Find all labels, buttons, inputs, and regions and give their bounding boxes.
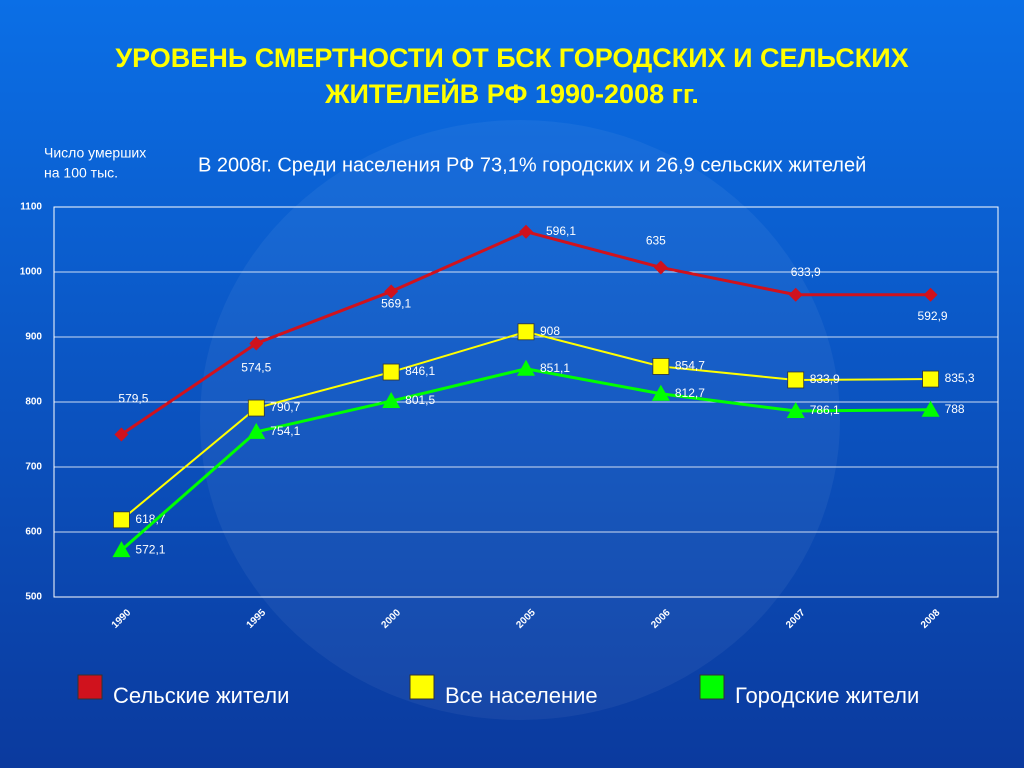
data-label: 851,1: [540, 361, 570, 375]
data-label: 835,3: [945, 371, 975, 385]
marker: [517, 359, 535, 376]
legend-label: Городские жители: [735, 683, 919, 708]
y-tick-label: 1000: [20, 267, 43, 278]
data-label: 754,1: [270, 424, 300, 438]
marker: [653, 260, 668, 275]
y-tick-label: 500: [25, 592, 42, 603]
y-axis-label: на 100 тыс.: [44, 165, 118, 181]
chart-title: ЖИТЕЛЕЙВ РФ 1990-2008 гг.: [324, 78, 699, 109]
chart-title: УРОВЕНЬ СМЕРТНОСТИ ОТ БСК ГОРОДСКИХ И СЕ…: [115, 43, 908, 73]
point-label: 592,9: [918, 309, 948, 323]
data-label: 618,7: [135, 512, 165, 526]
marker: [113, 511, 130, 529]
marker: [114, 427, 129, 442]
point-label: 574,5: [241, 361, 271, 375]
marker: [382, 392, 401, 409]
point-label: 635: [646, 234, 666, 248]
point-label: 569,1: [381, 297, 411, 311]
point-label: 579,5: [118, 392, 148, 406]
data-label: 790,7: [270, 400, 300, 414]
y-tick-label: 800: [25, 397, 42, 408]
marker: [112, 541, 131, 558]
marker: [247, 399, 265, 417]
y-axis-label: Число умерших: [44, 145, 146, 161]
plot-border: [53, 206, 999, 598]
legend-swatch: [699, 674, 725, 700]
legend-swatch: [409, 674, 435, 700]
marker: [921, 400, 940, 417]
point-label: 596,1: [546, 224, 576, 238]
marker: [788, 287, 803, 302]
y-tick-label: 700: [25, 462, 42, 473]
data-label: 812,7: [675, 386, 705, 400]
data-label: 833,9: [810, 372, 840, 386]
marker: [384, 284, 399, 299]
marker: [922, 370, 939, 388]
marker: [652, 358, 670, 375]
data-label: 854,7: [675, 359, 705, 373]
data-label: 801,5: [405, 393, 435, 407]
subtitle: В 2008г. Среди населения РФ 73,1% городс…: [198, 154, 866, 176]
y-tick-label: 1100: [20, 202, 42, 213]
marker: [517, 323, 535, 341]
marker: [247, 422, 266, 439]
data-label: 846,1: [405, 364, 435, 378]
marker: [382, 363, 400, 381]
data-label: 786,1: [810, 403, 840, 417]
data-label: 908: [540, 324, 560, 338]
y-tick-label: 900: [25, 332, 42, 343]
legend-swatch: [77, 674, 103, 700]
point-label: 633,9: [791, 265, 821, 279]
legend-label: Сельские жители: [113, 683, 289, 708]
data-label: 572,1: [135, 542, 165, 556]
data-label: 788: [945, 402, 965, 416]
marker: [651, 384, 670, 401]
marker: [923, 287, 938, 302]
marker: [519, 224, 533, 239]
y-tick-label: 600: [25, 527, 42, 538]
legend-label: Все население: [445, 683, 598, 708]
marker: [249, 336, 264, 351]
marker: [787, 371, 805, 389]
marker: [786, 402, 805, 419]
